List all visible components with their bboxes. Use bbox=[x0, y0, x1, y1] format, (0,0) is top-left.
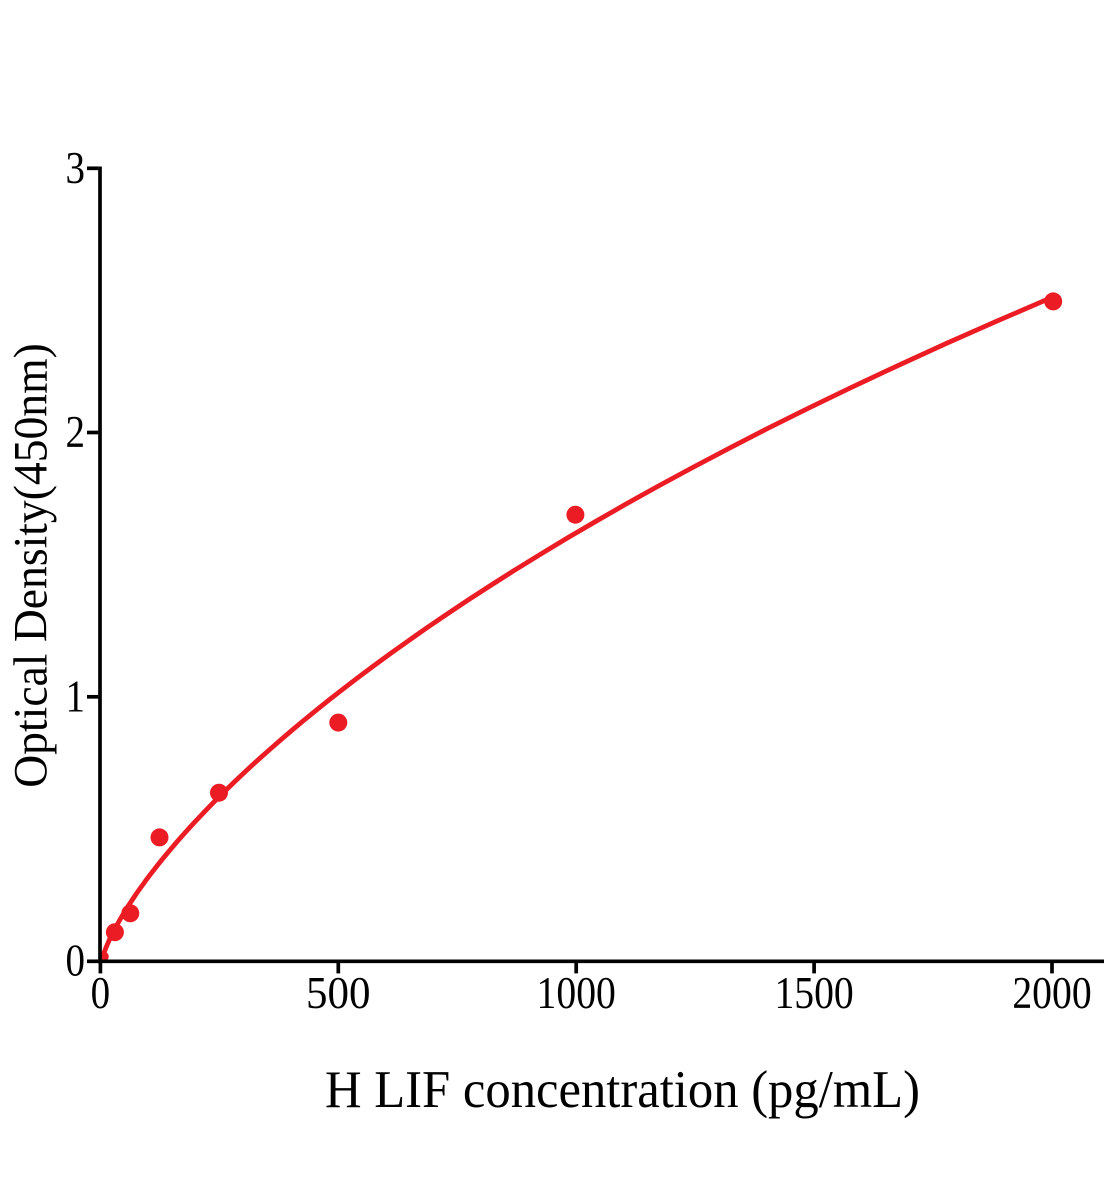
svg-text:0: 0 bbox=[91, 968, 111, 1018]
svg-text:Optical Density(450nm): Optical Density(450nm) bbox=[5, 343, 58, 788]
svg-text:3: 3 bbox=[66, 143, 86, 193]
svg-text:0: 0 bbox=[66, 936, 86, 986]
svg-text:H LIF concentration (pg/mL): H LIF concentration (pg/mL) bbox=[325, 1061, 920, 1119]
svg-text:2000: 2000 bbox=[1012, 968, 1091, 1018]
svg-text:1500: 1500 bbox=[774, 968, 853, 1018]
svg-text:1: 1 bbox=[66, 671, 86, 721]
svg-text:1000: 1000 bbox=[537, 968, 616, 1018]
svg-text:2: 2 bbox=[66, 407, 86, 457]
svg-text:500: 500 bbox=[306, 968, 371, 1018]
